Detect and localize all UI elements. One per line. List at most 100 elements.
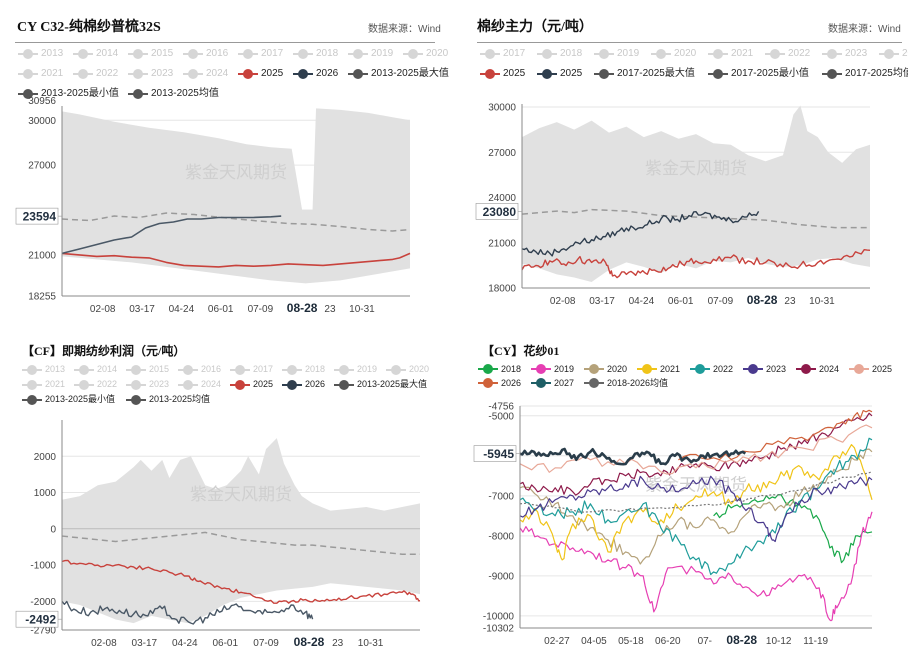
chart-title: 【CF】即期纺纱利润（元/吨） (22, 344, 186, 358)
legend-item[interactable]: 2021 (18, 64, 63, 84)
legend-marker-icon (238, 49, 258, 59)
legend-item[interactable]: 2016 (178, 362, 221, 377)
legend-item[interactable]: 2024 (796, 362, 839, 376)
legend-marker-icon (480, 69, 500, 79)
legend-item[interactable]: 2025 (238, 64, 283, 84)
legend-marker-icon (743, 364, 763, 374)
legend-item[interactable]: 2024 (178, 377, 221, 392)
legend-item[interactable]: 2020 (651, 44, 696, 64)
legend-item[interactable]: 2016 (183, 44, 228, 64)
x-tick-label: 11-19 (803, 636, 828, 647)
series-line-2019 (519, 511, 873, 622)
legend-item[interactable]: 2020 (403, 44, 448, 64)
current-value-label: 23080 (483, 205, 517, 219)
legend-item[interactable]: 2021 (637, 362, 680, 376)
legend-item[interactable]: 2013-2025最大值 (348, 64, 449, 84)
x-tick-label: 10-12 (766, 636, 792, 647)
legend-label: 2013-2025均值 (149, 394, 211, 404)
legend-item[interactable]: 2026 (282, 377, 325, 392)
legend-item[interactable]: 2023 (743, 362, 786, 376)
legend-item[interactable]: 2017-2025最大值 (594, 64, 695, 84)
legend-item[interactable]: 2017 (480, 44, 525, 64)
legend-item[interactable]: 2025 (230, 377, 273, 392)
legend-item[interactable]: 2022 (73, 64, 118, 84)
min-max-band (62, 108, 410, 284)
series-line-2023 (519, 475, 873, 543)
legend-item[interactable]: 2018 (478, 362, 521, 376)
series-line-2025 (61, 559, 421, 604)
legend-label: 2018 (501, 364, 522, 374)
x-tick-label: 07-09 (708, 296, 734, 307)
legend-item[interactable]: 2020 (386, 362, 429, 377)
legend-item[interactable]: 2026 (293, 64, 338, 84)
legend-item[interactable]: 2019 (594, 44, 639, 64)
legend-item[interactable]: 2025 (537, 64, 582, 84)
watermark: 紫金天风期货 (185, 163, 287, 182)
legend-marker-icon (348, 49, 368, 59)
x-tick-label: 08-28 (726, 633, 757, 647)
legend-item[interactable]: 2022 (74, 377, 117, 392)
legend-item[interactable]: 2024 (183, 64, 228, 84)
legend-item[interactable]: 2021 (22, 377, 65, 392)
legend-item[interactable]: 2025 (480, 64, 525, 84)
legend-label: 2022 (788, 48, 811, 59)
legend-label: 2013-2025最小值 (45, 394, 116, 404)
legend-marker-icon (796, 364, 816, 374)
legend-item[interactable]: 2022 (765, 44, 810, 64)
legend-item[interactable]: 2025 (849, 362, 892, 376)
legend-item[interactable]: 2013-2025均值 (128, 84, 219, 104)
y-tick-label: 0 (50, 524, 56, 535)
legend-item[interactable]: 2023 (128, 64, 173, 84)
legend-item[interactable]: 2013-2025最小值 (22, 392, 115, 407)
chart-legend: 2013 2014 2015 2016 2017 2018 2019 2020 2021 2022… (22, 362, 442, 418)
legend-item[interactable]: 2019 (348, 44, 393, 64)
series-line-2025 (521, 248, 871, 279)
legend-item[interactable]: 2017 (230, 362, 273, 377)
legend-label: 2013-2025最大值 (371, 68, 449, 79)
legend-item[interactable]: 2024 (879, 44, 908, 64)
panel-spinning-profit: 【CF】即期纺纱利润（元/吨） 2013 2014 2015 2016 2017 2018… (0, 330, 440, 647)
x-tick-label: 08-28 (747, 293, 778, 307)
legend-label: 2023 (151, 68, 174, 79)
legend-item[interactable]: 2018 (537, 44, 582, 64)
legend-item[interactable]: 2018-2026均值 (584, 376, 668, 390)
x-tick-label: 02-08 (90, 304, 116, 315)
watermark: 紫金天风期货 (190, 485, 292, 504)
legend-item[interactable]: 2019 (334, 362, 377, 377)
chart-title: CY C32-纯棉纱普梳32S (17, 20, 161, 35)
legend-item[interactable]: 2013-2025均值 (126, 392, 210, 407)
legend-marker-icon (478, 364, 498, 374)
legend-item[interactable]: 2017 (238, 44, 283, 64)
legend-label: 2023 (149, 379, 170, 389)
legend-item[interactable]: 2019 (531, 362, 574, 376)
legend-item[interactable]: 2021 (708, 44, 753, 64)
legend-item[interactable]: 2026 (478, 376, 521, 390)
legend-marker-icon (822, 49, 842, 59)
legend-item[interactable]: 2013 (22, 362, 65, 377)
legend-item[interactable]: 2017-2025均值 (822, 64, 908, 84)
legend-item[interactable]: 2017-2025最小值 (708, 64, 809, 84)
legend-item[interactable]: 2020 (584, 362, 627, 376)
y-max-label: 30956 (28, 96, 56, 107)
legend-item[interactable]: 2014 (74, 362, 117, 377)
legend-label: 2015 (151, 48, 174, 59)
legend-marker-icon (74, 379, 94, 390)
chart-legend: 2013 2014 2015 2016 2017 2018 2019 2020 2021 2022… (18, 44, 449, 110)
chart-title: 棉纱主力（元/吨） (477, 20, 593, 35)
legend-item[interactable]: 2027 (531, 376, 574, 390)
legend-item[interactable]: 2013-2025最小值 (18, 84, 119, 104)
legend-item[interactable]: 2013-2025最大值 (334, 377, 427, 392)
min-max-band (522, 105, 870, 282)
legend-label: 2024 (902, 48, 908, 59)
legend-label: 2022 (96, 68, 119, 79)
legend-item[interactable]: 2023 (126, 377, 169, 392)
legend-item[interactable]: 2023 (822, 44, 867, 64)
legend-item[interactable]: 2018 (282, 362, 325, 377)
legend-item[interactable]: 2015 (128, 44, 173, 64)
legend-item[interactable]: 2013 (18, 44, 63, 64)
legend-item[interactable]: 2014 (73, 44, 118, 64)
legend-item[interactable]: 2018 (293, 44, 338, 64)
legend-item[interactable]: 2015 (126, 362, 169, 377)
legend-item[interactable]: 2022 (690, 362, 733, 376)
legend-label: 2024 (201, 379, 222, 389)
